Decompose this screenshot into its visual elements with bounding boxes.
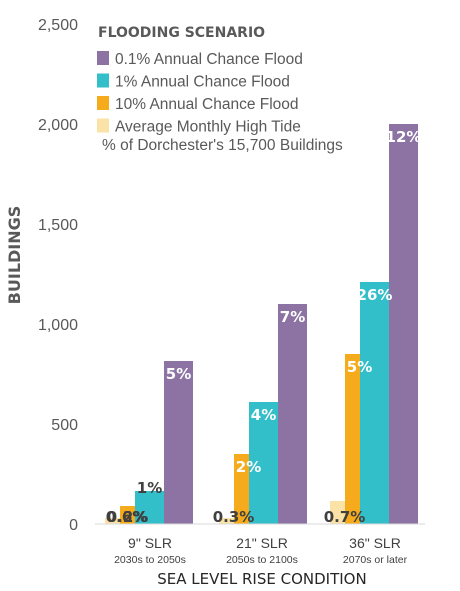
y-axis-title: BUILDINGS	[5, 206, 24, 305]
legend-label: 10% Annual Chance Flood	[115, 96, 299, 113]
y-axis-ticks: 0 500 1,000 1,500 2,000 2,500	[38, 17, 78, 534]
legend-swatch	[97, 73, 109, 88]
legend-label: 1% Annual Chance Flood	[115, 74, 290, 91]
legend-label: 0.1% Annual Chance Flood	[115, 51, 303, 68]
bar-data-label: 0.7%	[324, 508, 366, 526]
bars	[105, 124, 418, 524]
y-tick-label: 1,000	[38, 317, 78, 334]
legend-swatch	[97, 96, 109, 110]
legend-swatch	[97, 118, 109, 133]
bar	[164, 361, 193, 524]
bar-data-label: 12%	[386, 128, 422, 146]
bar	[389, 124, 418, 524]
bar-data-label: 1%	[137, 479, 162, 497]
legend-swatch	[97, 51, 109, 65]
y-tick-label: 2,000	[38, 117, 78, 134]
x-axis-title: SEA LEVEL RISE CONDITION	[157, 570, 366, 588]
bar-data-label: 26%	[357, 286, 393, 304]
x-axis-categories: 9" SLR 2030s to 2050s 21" SLR 2050s to 2100…	[114, 535, 408, 566]
bar-data-label: 0.3%	[213, 508, 255, 526]
bar-data-label: 4%	[251, 406, 276, 424]
legend-note: % of Dorchester's 15,700 Buildings	[102, 137, 343, 154]
legend: FLOODING SCENARIO 0.1% Annual Chance Flo…	[97, 25, 343, 154]
x-category-label: 21" SLR	[236, 535, 288, 551]
x-category-label: 9" SLR	[128, 535, 172, 551]
y-tick-label: 2,500	[38, 17, 78, 34]
legend-title: FLOODING SCENARIO	[98, 25, 265, 41]
bar-data-label: 2%	[236, 458, 261, 476]
bar-data-label: 5%	[347, 358, 372, 376]
bar-data-labels: 0.2%0.6% 1% 5% 0.3% 2% 4% 7% 0.7% 5% 26% 12%	[106, 128, 422, 526]
bar	[278, 304, 307, 524]
bar	[135, 491, 164, 524]
x-category-sublabel: 2070s or later	[343, 554, 408, 566]
bar	[249, 402, 278, 524]
x-category-sublabel: 2030s to 2050s	[114, 554, 186, 566]
bar-data-label: 0.2%	[107, 508, 149, 526]
y-tick-label: 0	[69, 517, 78, 534]
bar	[105, 518, 134, 524]
bar	[360, 282, 389, 524]
x-category-sublabel: 2050s to 2100s	[226, 554, 298, 566]
y-tick-label: 500	[51, 417, 78, 434]
bar-data-label: 0.6%	[106, 508, 148, 526]
x-category-label: 36" SLR	[349, 535, 401, 551]
y-tick-label: 1,500	[38, 217, 78, 234]
legend-label: Average Monthly High Tide	[115, 119, 301, 136]
bar	[219, 518, 248, 524]
bar-data-label: 7%	[280, 308, 305, 326]
bar-data-label: 5%	[166, 365, 191, 383]
